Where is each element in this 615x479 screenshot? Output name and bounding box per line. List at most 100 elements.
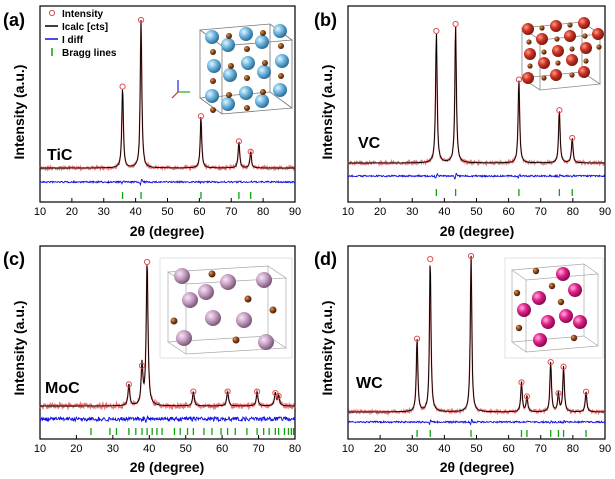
peak-marker-c-5	[254, 388, 261, 395]
x-tick-label-d-80: 80	[567, 443, 579, 455]
x-tick-label-a-50: 50	[161, 206, 173, 218]
peak-marker-b-1	[452, 20, 459, 28]
series-icalc-b	[348, 26, 605, 164]
series-idiff-d	[347, 418, 606, 426]
material-label-b: VC	[358, 135, 381, 152]
x-tick-label-a-30: 30	[98, 206, 110, 218]
x-tick-label-b-20: 20	[374, 206, 386, 218]
x-tick-label-a-40: 40	[130, 206, 142, 218]
x-tick-label-b-90: 90	[599, 206, 611, 218]
x-tick-label-c-10: 10	[34, 443, 46, 455]
x-tick-label-a-60: 60	[193, 206, 205, 218]
peak-marker-c-0	[125, 381, 132, 388]
series-icalc-a	[40, 19, 295, 169]
peak-marker-d-2	[467, 252, 475, 260]
peak-marker-d-3	[518, 379, 525, 386]
peak-marker-c-7	[275, 392, 282, 400]
x-tick-label-c-60: 60	[216, 443, 228, 455]
x-tick-label-d-40: 40	[438, 443, 450, 455]
peak-marker-b-2	[515, 76, 523, 83]
series-intensity-b	[347, 26, 606, 167]
peak-marker-b-4	[569, 134, 576, 142]
series-icalc-c	[40, 265, 295, 407]
panel-c: (c) Intensity (a.u.) 2θ (degree) MoC 10 2…	[3, 245, 301, 475]
panel-label-b: (b)	[314, 10, 337, 30]
series-idiff-c	[39, 414, 296, 423]
panel-a: (a) Intensity (a.u.) 2θ (degree) TiC Int…	[3, 5, 301, 239]
x-tick-label-d-50: 50	[470, 443, 482, 455]
x-tick-label-a-20: 20	[66, 206, 78, 218]
x-tick-label-a-10: 10	[34, 206, 46, 218]
peak-marker-d-6	[555, 390, 562, 397]
x-tick-label-d-30: 30	[406, 443, 418, 455]
x-tick-label-c-20: 20	[70, 443, 82, 455]
series-idiff-a	[39, 178, 296, 187]
x-tick-label-c-30: 30	[107, 443, 119, 455]
x-axis-label-b: 2θ (degree)	[440, 223, 514, 239]
x-tick-label-b-50: 50	[470, 206, 482, 218]
legend-a: Intensity Icalc [cts] I diff Bragg lines	[45, 9, 117, 59]
x-tick-label-c-40: 40	[143, 443, 155, 455]
x-tick-label-d-60: 60	[503, 443, 515, 455]
peak-marker-c-1	[138, 362, 146, 369]
y-axis-label-a: Intensity (a.u.)	[11, 65, 27, 160]
x-tick-label-d-20: 20	[374, 443, 386, 455]
x-tick-label-b-10: 10	[342, 206, 354, 218]
x-tick-label-c-50: 50	[180, 443, 192, 455]
peak-marker-c-4	[224, 388, 231, 395]
peak-marker-d-5	[547, 358, 554, 366]
legend-label-intensity: Intensity	[62, 9, 104, 20]
y-axis-label-c: Intensity (a.u.)	[11, 301, 27, 396]
x-tick-label-d-70: 70	[535, 443, 547, 455]
legend-label-idiff: I diff	[62, 35, 84, 46]
crystal-structure-wc	[504, 257, 604, 359]
x-tick-label-a-70: 70	[225, 206, 237, 218]
x-axis-label-a: 2θ (degree)	[130, 223, 204, 239]
panel-label-d: (d)	[314, 249, 337, 269]
peak-marker-b-3	[556, 107, 563, 114]
x-axis-label-c: 2θ (degree)	[130, 459, 204, 475]
peak-marker-c-2	[144, 258, 151, 266]
x-tick-label-b-80: 80	[567, 206, 579, 218]
peak-marker-d-4	[523, 393, 531, 400]
material-label-c: MoC	[45, 380, 80, 397]
y-axis-label-b: Intensity (a.u.)	[319, 65, 335, 160]
x-tick-label-d-90: 90	[599, 443, 611, 455]
x-tick-label-b-30: 30	[406, 206, 418, 218]
legend-marker-intensity	[48, 9, 56, 17]
x-axis-label-d: 2θ (degree)	[440, 459, 514, 475]
series-idiff-b	[347, 172, 606, 181]
peak-marker-a-2	[197, 113, 205, 120]
x-tick-label-c-80: 80	[289, 443, 301, 455]
peak-marker-c-3	[190, 388, 197, 395]
x-tick-label-a-90: 90	[289, 206, 301, 218]
series-icalc-d	[348, 255, 605, 413]
crystal-structure-tic	[171, 23, 294, 115]
peak-marker-a-0	[119, 83, 126, 90]
panel-label-c: (c)	[3, 249, 25, 269]
peak-marker-d-8	[582, 388, 590, 395]
x-tick-label-a-80: 80	[257, 206, 269, 218]
panel-b: (b) Intensity (a.u.) 2θ (degree) VC 10 20…	[314, 5, 611, 239]
panel-d: (d) Intensity (a.u.) 2θ (degree) WC 10 20…	[314, 245, 611, 475]
peak-marker-a-1	[137, 16, 145, 24]
peak-marker-d-0	[413, 335, 421, 342]
peak-marker-d-7	[560, 363, 567, 370]
x-tick-label-c-70: 70	[252, 443, 264, 455]
x-tick-label-b-60: 60	[503, 206, 515, 218]
x-tick-label-b-40: 40	[438, 206, 450, 218]
legend-label-icalc: Icalc [cts]	[62, 22, 108, 33]
legend-label-bragg: Bragg lines	[62, 48, 117, 59]
y-axis-label-d: Intensity (a.u.)	[319, 301, 335, 396]
panel-label-a: (a)	[3, 10, 25, 30]
material-label-a: TiC	[47, 147, 73, 164]
peak-marker-b-0	[433, 27, 440, 35]
material-label-d: WC	[356, 375, 383, 392]
x-tick-label-d-10: 10	[342, 443, 354, 455]
peak-marker-a-4	[247, 148, 254, 155]
peak-marker-d-1	[427, 256, 434, 263]
peak-marker-a-3	[235, 138, 242, 145]
plot-frame-c	[39, 245, 296, 440]
crystal-structure-vc	[520, 17, 604, 91]
